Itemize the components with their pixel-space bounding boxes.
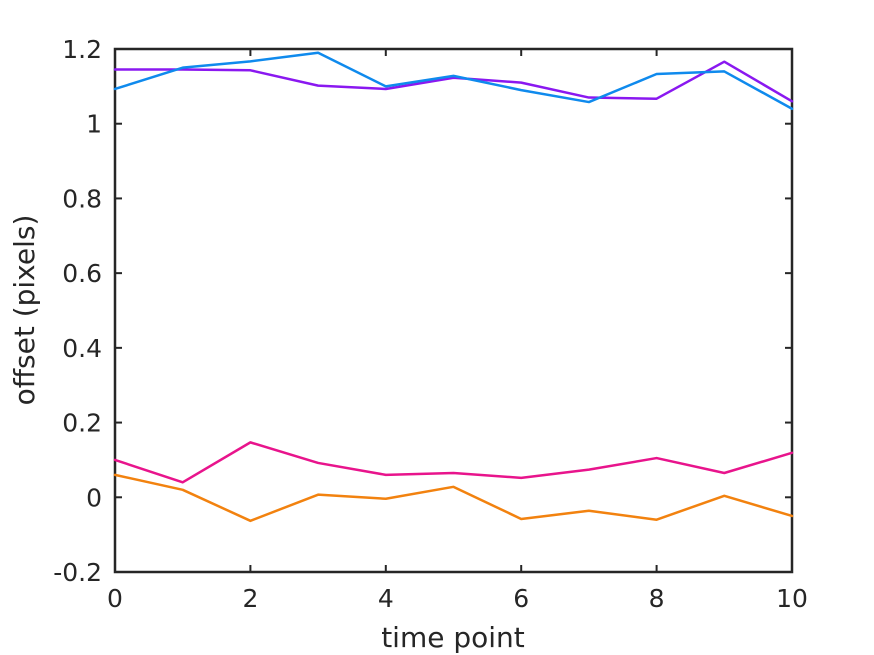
- y-tick-label: 0.2: [62, 409, 102, 438]
- ticks-layer: [114, 48, 793, 573]
- y-tick-label: 0.6: [62, 259, 102, 288]
- y-tick-label: 0: [86, 483, 102, 512]
- x-tick-label: 6: [513, 584, 529, 613]
- y-tick-label: 0.8: [62, 184, 102, 213]
- series-line-2: [113, 51, 794, 111]
- x-tick-label: 4: [378, 584, 394, 613]
- series-layer: [113, 51, 794, 523]
- y-tick-label: -0.2: [53, 558, 102, 587]
- y-axis-title: offset (pixels): [8, 215, 41, 406]
- y-tick-label: 1.2: [62, 35, 102, 64]
- x-tick-label: 8: [649, 584, 665, 613]
- series-line-3: [113, 441, 794, 484]
- axes-frame: [113, 47, 794, 574]
- y-tick-label: 1: [86, 110, 102, 139]
- x-tick-label: 0: [107, 584, 123, 613]
- x-tick-label: 10: [776, 584, 808, 613]
- labels-layer: 0 2 4 6 8 10-0.200.20.40.60.811.2: [53, 35, 808, 613]
- series-line-4: [113, 473, 794, 523]
- series-line-1: [113, 60, 794, 103]
- x-axis-title: time point: [381, 621, 525, 654]
- y-tick-label: 0.4: [62, 334, 102, 363]
- x-tick-label: 2: [242, 584, 258, 613]
